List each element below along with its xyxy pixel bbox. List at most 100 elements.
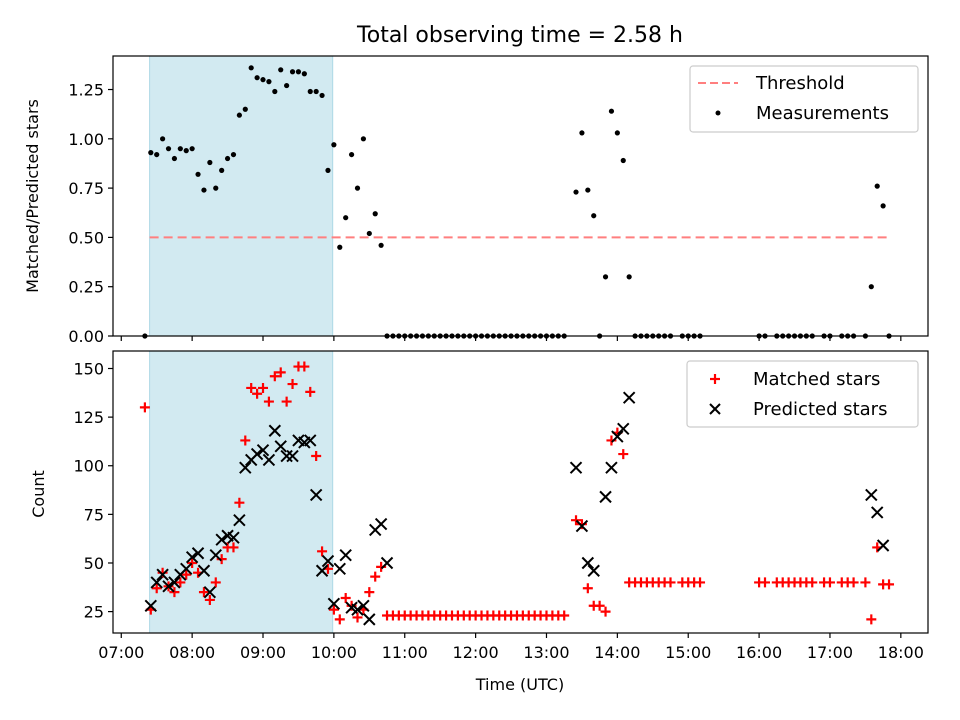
legend-measurements-swatch: [715, 110, 721, 116]
y-tick-label: 50: [84, 554, 104, 573]
matched-point: [240, 435, 251, 446]
predicted-point: [239, 461, 252, 474]
predicted-point: [309, 488, 323, 502]
y-tick-label: 1.25: [68, 81, 104, 100]
predicted-point: [363, 613, 376, 626]
matched-star-points: [139, 361, 895, 625]
measurement-point: [337, 244, 343, 250]
legend-threshold-label: Threshold: [755, 73, 845, 94]
measurement-point: [289, 69, 296, 75]
x-tick-label: 13:00: [523, 643, 569, 662]
matched-point: [866, 614, 877, 625]
measurement-point: [213, 185, 219, 191]
matched-point: [287, 379, 298, 390]
measurement-point: [360, 136, 367, 142]
ratio-x-ticks: [120, 336, 902, 341]
predicted-star-points: [144, 391, 890, 626]
observing-window-shade-bottom: [149, 350, 334, 634]
measurement-point: [366, 230, 372, 237]
measurement-point: [591, 213, 597, 219]
y-tick-label: 75: [84, 505, 104, 524]
predicted-point: [215, 533, 228, 546]
measurement-point: [266, 79, 272, 85]
predicted-point: [865, 488, 878, 502]
predicted-point: [233, 513, 246, 527]
ratio-panel: 0.00 0.25 0.50 0.75 1.00 1.25 Matched/Predict…: [23, 55, 929, 346]
measurement-point: [201, 187, 207, 193]
matched-point: [334, 614, 345, 625]
matched-point: [317, 546, 328, 557]
measurement-point: [154, 151, 160, 158]
legend-measurements-label: Measurements: [756, 103, 889, 124]
measurement-point: [219, 167, 225, 173]
observing-window-band: [149, 55, 334, 337]
matched-point: [352, 612, 363, 623]
predicted-point: [185, 550, 199, 564]
matched-point: [346, 600, 357, 611]
predicted-point: [380, 556, 394, 570]
matched-point: [275, 367, 286, 378]
measurement-point: [236, 112, 242, 118]
predicted-point: [357, 599, 370, 612]
predicted-point: [339, 548, 352, 562]
y-tick-label: 25: [84, 603, 104, 622]
predicted-point: [315, 564, 329, 577]
observing-window-band: [149, 350, 334, 634]
predicted-point: [611, 430, 624, 443]
measurement-point: [313, 88, 319, 95]
predicted-point: [209, 548, 222, 562]
x-tick-label: 10:00: [311, 643, 357, 662]
measurement-point: [579, 130, 585, 136]
predicted-point: [286, 449, 299, 463]
legend-predicted-label: Predicted stars: [753, 399, 887, 420]
predicted-point: [876, 539, 890, 552]
matched-point: [210, 577, 221, 588]
predicted-point: [569, 461, 583, 474]
legend-matched-swatch: [710, 374, 720, 384]
measurement-point: [195, 171, 201, 177]
matched-point: [139, 402, 150, 413]
matched-point: [884, 579, 895, 590]
matched-point: [824, 577, 835, 588]
matched-point: [258, 382, 269, 393]
matched-point: [807, 577, 818, 588]
measurement-point: [171, 155, 178, 162]
predicted-point: [180, 562, 193, 576]
ratio-axes-frame: [112, 55, 929, 337]
predicted-point: [162, 580, 175, 593]
measurement-point: [602, 274, 609, 280]
x-tick-label: 17:00: [807, 643, 853, 662]
x-tick-label: 07:00: [98, 643, 144, 662]
matched-point: [571, 515, 582, 526]
measurement-point: [183, 148, 189, 154]
matched-point: [559, 610, 570, 621]
measurement-point: [260, 77, 266, 83]
ratio-legend-box: [689, 65, 919, 133]
matched-point: [606, 435, 617, 446]
count-panel: 25 50 75 100 125 150 07:00 08:00 09:00 10:00 11:0…: [29, 350, 929, 694]
matched-point: [299, 361, 310, 372]
legend-predicted-swatch: [709, 403, 721, 415]
measurement-point: [626, 274, 632, 280]
measurement-point: [224, 155, 231, 162]
x-tick-label: 08:00: [169, 643, 215, 662]
predicted-point: [268, 424, 282, 437]
matched-point: [252, 388, 263, 399]
predicted-point: [575, 519, 589, 533]
count-y-ticks: 25 50 75 100 125 150: [73, 360, 113, 622]
matched-point: [848, 577, 859, 588]
predicted-point: [374, 517, 388, 531]
matched-point: [364, 587, 375, 598]
matched-point: [582, 583, 593, 594]
matched-point: [234, 497, 245, 508]
matched-point: [187, 557, 198, 568]
y-tick-label: 1.00: [68, 130, 104, 149]
x-axis-label: Time (UTC): [475, 675, 564, 694]
y-tick-label: 125: [73, 408, 104, 427]
predicted-point: [605, 461, 618, 474]
count-axes-frame: [112, 350, 929, 634]
matched-point: [340, 592, 351, 603]
matched-point: [169, 587, 180, 598]
y-tick-label: 0.50: [68, 228, 104, 247]
